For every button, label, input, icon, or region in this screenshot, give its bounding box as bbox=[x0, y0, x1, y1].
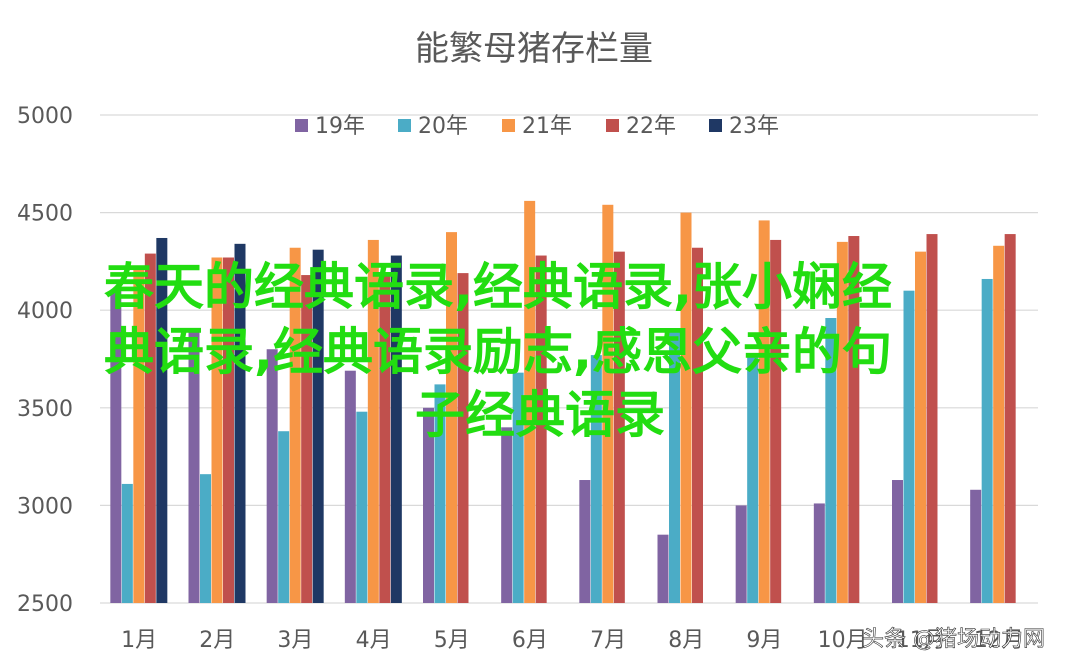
y-tick-label: 5000 bbox=[17, 104, 73, 129]
x-tick-label: 8月 bbox=[668, 628, 704, 653]
legend: 19年 20年 21年 22年 23年 bbox=[295, 114, 779, 139]
bar-19年-12月 bbox=[970, 489, 982, 603]
overlay-line-3: 子经典语录 bbox=[415, 386, 665, 444]
bar-20年-11月 bbox=[903, 290, 915, 603]
x-tick-label: 9月 bbox=[746, 628, 782, 653]
x-axis-ticks: 1月 2月 3月 4月 5月 6月 7月 8月 9月 10月 11月 12月 bbox=[121, 628, 1024, 653]
y-axis-ticks: 2500 3000 3500 4000 4500 5000 bbox=[17, 104, 73, 617]
bar-21年-2月 bbox=[211, 257, 223, 603]
legend-swatch bbox=[709, 119, 722, 132]
bar-21年-10月 bbox=[836, 241, 848, 603]
gridlines bbox=[100, 114, 1038, 604]
bar-23年-3月 bbox=[312, 249, 324, 603]
x-tick-label: 12月 bbox=[974, 628, 1024, 653]
x-tick-label: 11月 bbox=[896, 628, 946, 653]
bar-20年-9月 bbox=[747, 353, 759, 603]
legend-swatch bbox=[295, 119, 308, 132]
bar-21年-7月 bbox=[602, 204, 614, 604]
x-tick-label: 7月 bbox=[590, 628, 626, 653]
legend-label: 23年 bbox=[729, 114, 779, 139]
bar-20年-8月 bbox=[669, 329, 680, 603]
overlay-line-1: 春天的经典语录,经典语录,张小娴经 bbox=[104, 258, 892, 316]
legend-label: 21年 bbox=[522, 114, 572, 139]
y-tick-label: 3500 bbox=[17, 397, 73, 422]
bar-23年-4月 bbox=[390, 255, 402, 604]
bar-21年-6月 bbox=[524, 200, 536, 603]
bar-19年-2月 bbox=[188, 329, 200, 603]
legend-label: 19年 bbox=[315, 114, 365, 139]
bar-22年-12月 bbox=[1004, 234, 1016, 603]
legend-label: 20年 bbox=[418, 114, 468, 139]
x-tick-label: 3月 bbox=[277, 628, 313, 653]
bar-22年-11月 bbox=[926, 234, 938, 603]
bar-19年-9月 bbox=[735, 505, 747, 603]
bar-21年-8月 bbox=[680, 212, 692, 603]
bar-22年-9月 bbox=[770, 239, 782, 603]
bar-21年-9月 bbox=[758, 220, 770, 603]
bar-20年-1月 bbox=[121, 483, 133, 603]
legend-swatch bbox=[398, 119, 411, 132]
bar-19年-4月 bbox=[344, 370, 356, 603]
bar-23年-2月 bbox=[234, 243, 246, 603]
x-tick-label: 4月 bbox=[356, 628, 392, 653]
legend-swatch bbox=[606, 119, 619, 132]
overlay-line-2: 典语录,经典语录励志,感恩父亲的句 bbox=[104, 323, 892, 381]
bars bbox=[110, 200, 1016, 604]
bar-22年-7月 bbox=[613, 251, 625, 603]
bar-19年-3月 bbox=[266, 349, 278, 603]
bar-19年-7月 bbox=[579, 480, 591, 603]
y-tick-label: 4000 bbox=[17, 299, 73, 324]
bar-22年-10月 bbox=[848, 236, 860, 603]
bar-22年-5月 bbox=[457, 273, 469, 603]
legend-swatch bbox=[502, 119, 515, 132]
bar-22年-8月 bbox=[692, 247, 703, 604]
x-tick-label: 6月 bbox=[512, 628, 548, 653]
legend-label: 22年 bbox=[626, 114, 676, 139]
bar-19年-8月 bbox=[657, 534, 669, 603]
bar-21年-12月 bbox=[993, 245, 1005, 603]
bar-21年-1月 bbox=[133, 269, 145, 603]
bar-19年-6月 bbox=[501, 427, 513, 603]
bar-20年-5月 bbox=[434, 384, 446, 603]
chart-title: 能繁母猪存栏量 bbox=[415, 29, 653, 69]
bar-21年-4月 bbox=[367, 239, 379, 603]
overlay-caption: 春天的经典语录,经典语录,张小娴经 典语录,经典语录励志,感恩父亲的句 子经典语… bbox=[104, 258, 892, 444]
x-tick-label: 5月 bbox=[434, 628, 470, 653]
bar-22年-1月 bbox=[144, 253, 156, 603]
x-tick-label: 10月 bbox=[818, 628, 868, 653]
bar-22年-2月 bbox=[223, 257, 234, 603]
x-tick-label: 1月 bbox=[121, 628, 157, 653]
bar-22年-4月 bbox=[379, 275, 391, 603]
bar-21年-5月 bbox=[446, 232, 457, 603]
bar-22年-6月 bbox=[535, 255, 547, 604]
bar-21年-11月 bbox=[915, 251, 926, 603]
bar-20年-6月 bbox=[512, 372, 524, 603]
y-tick-label: 2500 bbox=[17, 592, 73, 617]
bar-19年-5月 bbox=[423, 407, 434, 603]
bar-20年-10月 bbox=[825, 318, 837, 603]
bar-20年-12月 bbox=[981, 278, 993, 603]
bar-20年-2月 bbox=[200, 474, 211, 603]
bar-22年-3月 bbox=[301, 275, 313, 603]
y-tick-label: 3000 bbox=[17, 494, 73, 519]
bar-21年-3月 bbox=[289, 247, 301, 604]
x-tick-label: 2月 bbox=[199, 628, 235, 653]
bar-20年-3月 bbox=[278, 431, 290, 603]
bar-20年-7月 bbox=[590, 355, 602, 603]
bar-19年-10月 bbox=[813, 503, 825, 603]
watermark: 头条 @猪场动力网 bbox=[862, 627, 1045, 652]
bar-19年-1月 bbox=[110, 290, 122, 603]
bar-23年-1月 bbox=[156, 237, 168, 604]
bar-20年-4月 bbox=[356, 411, 368, 603]
bar-19年-11月 bbox=[892, 480, 903, 603]
y-tick-label: 4500 bbox=[17, 202, 73, 227]
